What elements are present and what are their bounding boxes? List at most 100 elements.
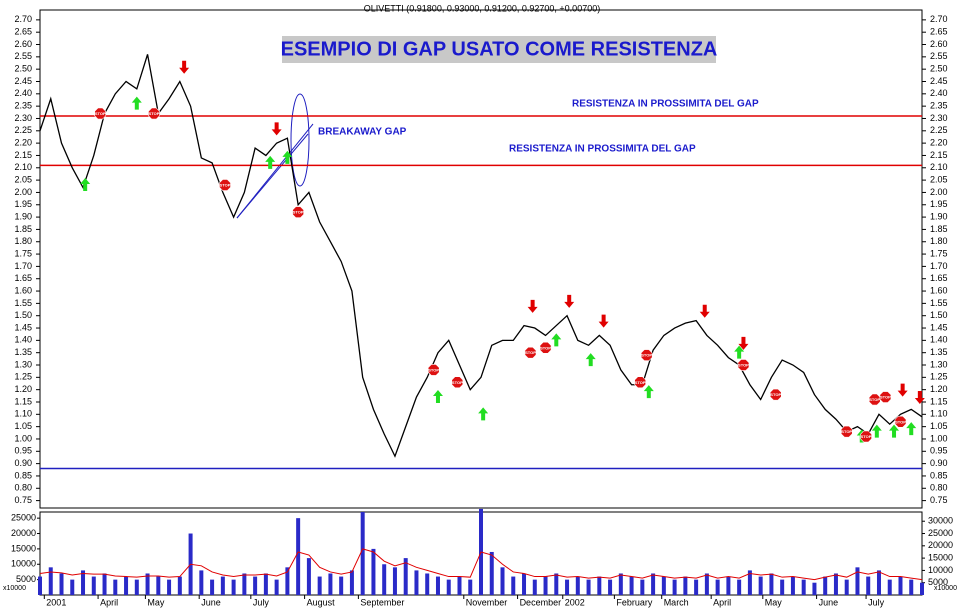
volume-bar bbox=[586, 579, 591, 595]
buy-arrow bbox=[551, 333, 562, 347]
volume-bar bbox=[565, 579, 570, 595]
y-tick-label: 1.55 bbox=[930, 298, 948, 308]
y-tick-label: 20000 bbox=[11, 528, 36, 538]
volume-bar bbox=[145, 573, 150, 595]
y-tick-label: 1.40 bbox=[930, 335, 948, 345]
stop-label: STOP bbox=[869, 397, 880, 402]
volume-bar bbox=[38, 576, 42, 595]
y-tick-label: 1.35 bbox=[14, 347, 32, 357]
stop-sign bbox=[148, 107, 160, 120]
gap-ellipse bbox=[290, 93, 310, 187]
y-tick-label: 1.60 bbox=[930, 285, 948, 295]
volume-bar bbox=[242, 573, 247, 595]
y-tick-label: 2.50 bbox=[930, 64, 948, 74]
stop-label: STOP bbox=[149, 111, 160, 116]
sell-arrow bbox=[598, 314, 609, 328]
volume-bar bbox=[113, 579, 118, 595]
y-tick-label: 1.30 bbox=[930, 359, 948, 369]
y-tick-label: 1.15 bbox=[14, 396, 32, 406]
volume-bar bbox=[651, 573, 656, 595]
price-frame bbox=[39, 9, 923, 509]
stop-sign bbox=[894, 415, 907, 428]
volume-bar bbox=[876, 570, 881, 595]
volume-bar bbox=[511, 576, 516, 595]
volume-bar bbox=[855, 567, 860, 595]
buy-arrow bbox=[265, 155, 276, 169]
y2-tick-label: 5000 bbox=[928, 577, 948, 587]
volume-bar bbox=[59, 573, 64, 595]
y2-tick-label: 15000 bbox=[928, 552, 953, 562]
y-tick-label: 1.85 bbox=[930, 224, 948, 234]
y-tick-label: 1.15 bbox=[930, 396, 948, 406]
y-tick-label: 1.25 bbox=[14, 372, 32, 382]
sell-arrow bbox=[271, 122, 282, 136]
unit-label: x10000 bbox=[3, 585, 26, 592]
stop-sign bbox=[451, 376, 464, 389]
volume-bar bbox=[737, 579, 742, 595]
stop-label: STOP bbox=[880, 395, 891, 400]
buy-arrow bbox=[478, 407, 489, 421]
volume-bar bbox=[446, 579, 451, 595]
y-tick-label: 2.25 bbox=[14, 125, 32, 135]
buy-arrow bbox=[80, 178, 91, 192]
y-tick-label: 1.50 bbox=[14, 310, 32, 320]
y-tick-label: 2.60 bbox=[14, 39, 32, 49]
volume-bar bbox=[403, 558, 408, 595]
y2-tick-label: 30000 bbox=[928, 516, 953, 526]
buy-arrow bbox=[432, 390, 443, 404]
y-tick-label: 25000 bbox=[11, 513, 36, 523]
x-tick-label: April bbox=[100, 597, 118, 607]
heading-box bbox=[282, 36, 716, 63]
stop-sign bbox=[769, 388, 782, 401]
stop-label: STOP bbox=[861, 434, 872, 439]
stop-sign bbox=[737, 359, 750, 371]
stop-sign bbox=[640, 349, 653, 361]
y-tick-label: 1.50 bbox=[930, 310, 948, 320]
y-tick-label: 1.65 bbox=[930, 273, 948, 283]
stop-label: STOP bbox=[95, 111, 106, 116]
y-tick-label: 1.45 bbox=[930, 322, 948, 332]
y-tick-label: 1.35 bbox=[930, 347, 948, 357]
y-tick-label: 2.45 bbox=[14, 76, 32, 86]
volume-bar bbox=[597, 576, 602, 595]
sell-arrow bbox=[179, 60, 190, 74]
buy-arrow bbox=[871, 424, 882, 438]
stop-sign bbox=[634, 376, 647, 389]
volume-bar bbox=[866, 576, 871, 595]
volume-bar bbox=[296, 518, 301, 595]
y-tick-label: 1.70 bbox=[930, 261, 948, 271]
gap-label: BREAKAWAY GAP bbox=[318, 127, 407, 138]
volume-average bbox=[39, 548, 923, 581]
volume-bar bbox=[306, 558, 311, 595]
y-tick-label: 1.65 bbox=[14, 273, 32, 283]
y-tick-label: 2.35 bbox=[930, 101, 948, 111]
buy-arrow bbox=[906, 422, 917, 436]
stop-label: STOP bbox=[641, 353, 652, 358]
y-tick-label: 2.70 bbox=[930, 14, 948, 24]
volume-bar bbox=[844, 579, 849, 595]
volume-bar bbox=[339, 576, 344, 595]
y-tick-label: 2.15 bbox=[930, 150, 948, 160]
y-tick-label: 2.30 bbox=[930, 113, 948, 123]
x-tick-label: March bbox=[664, 597, 689, 607]
volume-bar bbox=[812, 582, 817, 595]
sell-arrow bbox=[914, 391, 925, 405]
volume-bar bbox=[124, 576, 129, 595]
y-tick-label: 0.85 bbox=[14, 470, 32, 480]
volume-bar bbox=[253, 576, 258, 595]
volume-bar bbox=[575, 576, 580, 595]
y-tick-label: 1.20 bbox=[930, 384, 948, 394]
y-tick-label: 2.50 bbox=[14, 64, 32, 74]
volume-bar bbox=[898, 576, 903, 595]
y-tick-label: 1.60 bbox=[14, 285, 32, 295]
y-tick-label: 0.95 bbox=[14, 446, 32, 456]
stop-label: STOP bbox=[738, 363, 749, 368]
volume-bar bbox=[156, 576, 161, 595]
stop-label: STOP bbox=[452, 380, 463, 385]
volume-bar bbox=[694, 579, 699, 595]
y-tick-label: 5000 bbox=[16, 574, 36, 584]
y-tick-label: 0.90 bbox=[14, 458, 32, 468]
y-tick-label: 1.90 bbox=[14, 211, 32, 221]
volume-bar bbox=[780, 579, 785, 595]
y-tick-label: 0.85 bbox=[930, 470, 948, 480]
